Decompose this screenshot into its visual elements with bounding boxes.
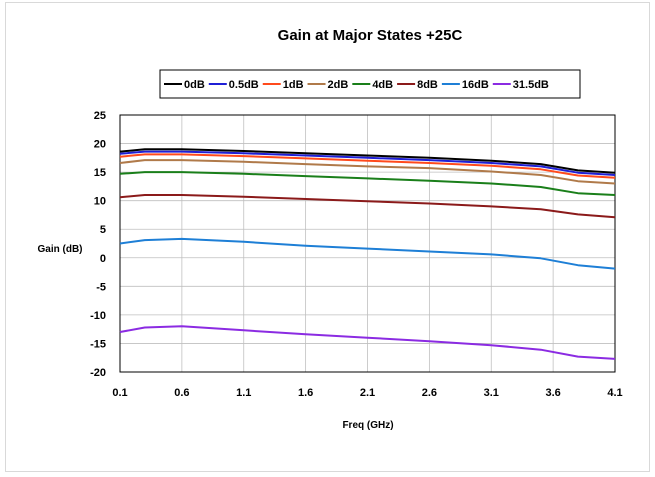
chart-title: Gain at Major States +25C: [278, 27, 463, 44]
x-tick-label: 1.1: [236, 387, 251, 399]
y-tick-label: -5: [96, 281, 106, 293]
legend-entry-label: 0.5dB: [229, 79, 259, 91]
y-tick-label: 10: [94, 196, 106, 208]
series-line-0-5db: [119, 150, 616, 176]
x-tick-label: 3.1: [484, 387, 499, 399]
x-tick-label: 2.1: [360, 387, 375, 399]
legend: 0dB 0.5dB 1dB 2dB 4dB 8dB 16dB 31.5dB: [159, 69, 581, 99]
series-line-31-5db: [119, 325, 616, 360]
x-tick-label: 4.1: [607, 387, 622, 399]
y-tick-label: 5: [100, 224, 106, 236]
x-tick-label: 2.6: [422, 387, 437, 399]
x-tick-label: 0.1: [112, 387, 127, 399]
legend-entry-label: 16dB: [462, 79, 489, 91]
series-line-16db: [119, 237, 616, 270]
legend-entry-label: 2dB: [328, 79, 349, 91]
y-tick-label: -10: [90, 310, 106, 322]
y-tick-label: -15: [90, 338, 106, 350]
tick-labels: -20 -15 -10 -5 0 5 10 15 20 25 0.1 0.6 1.1 1.6 2.1 2.6 3…: [90, 110, 623, 399]
y-axis-label: Gain (dB): [38, 244, 83, 255]
series-line-8db: [119, 194, 616, 219]
x-tick-label: 1.6: [298, 387, 313, 399]
y-tick-label: 25: [94, 110, 106, 122]
series-line-4db: [119, 171, 616, 196]
y-tick-label: 20: [94, 139, 106, 151]
y-tick-label: 0: [100, 253, 106, 265]
legend-entry-label: 4dB: [372, 79, 393, 91]
x-axis-label: Freq (GHz): [342, 420, 393, 431]
x-tick-label: 0.6: [174, 387, 189, 399]
y-tick-label: 15: [94, 167, 106, 179]
plot-series: [119, 148, 616, 360]
series-line-0db: [119, 148, 616, 174]
series-line-1db: [119, 153, 616, 179]
legend-entry-label: 31.5dB: [513, 79, 549, 91]
legend-entry-label: 8dB: [417, 79, 438, 91]
y-tick-label: -20: [90, 367, 106, 379]
legend-entry-label: 1dB: [283, 79, 304, 91]
series-line-2db: [119, 159, 616, 185]
grid: [119, 114, 616, 373]
legend-entry-label: 0dB: [184, 79, 205, 91]
x-tick-label: 3.6: [545, 387, 560, 399]
